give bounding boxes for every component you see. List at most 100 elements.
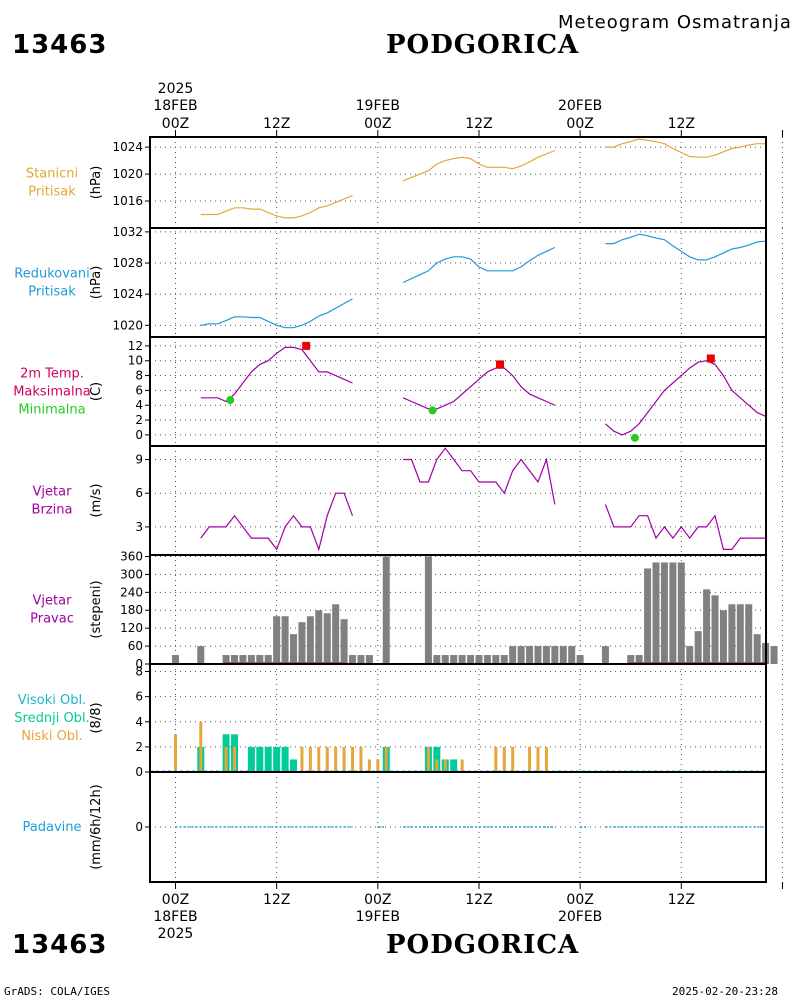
low-cloud-bar (494, 746, 498, 772)
low-cloud-bar (224, 746, 228, 772)
y-axis-label: (8/8) (89, 702, 104, 733)
wind-direction-bar (542, 646, 550, 664)
x-hour-label-top: 00Z (364, 116, 391, 132)
wind-direction-bar (231, 655, 239, 664)
wind-direction-bar (534, 646, 542, 664)
wind-direction-bar (736, 604, 744, 664)
wind-direction-bar (703, 589, 711, 664)
max-temp-marker (706, 354, 715, 363)
low-cloud-bar (502, 746, 506, 772)
wind-direction-bar (349, 655, 357, 664)
y-tick-label: 6 (135, 690, 143, 704)
wind-direction-bar (281, 616, 289, 664)
wind-direction-bar (500, 655, 508, 664)
grads-credit: GrADS: COLA/IGES (4, 985, 110, 998)
wind-direction-bar (247, 655, 255, 664)
wind-direction-bar (509, 646, 517, 664)
wind-direction-bar (222, 655, 230, 664)
y-tick-label: 6 (135, 383, 143, 397)
y-tick-label: 0 (135, 820, 143, 834)
low-cloud-bar (199, 721, 203, 772)
city-title: PODGORICA (386, 30, 580, 60)
wind-direction-bar (635, 655, 643, 664)
x-hour-label-top: 00Z (566, 116, 593, 132)
wind-direction-bar (669, 562, 677, 664)
wind-direction-bar (526, 646, 534, 664)
wind-direction-bar (711, 595, 719, 664)
meteogram-subtitle: Meteogram Osmatranja (558, 12, 792, 33)
wind-direction-bar (323, 613, 331, 664)
panel-label: Redukovani (14, 267, 89, 282)
mid-cloud-bar (264, 746, 272, 772)
series-line (605, 360, 766, 436)
mid-cloud-bar (281, 746, 289, 772)
low-cloud-bar (342, 746, 346, 772)
panel-wind_speed (145, 446, 783, 555)
y-tick-label: 240 (120, 585, 143, 599)
low-cloud-bar (325, 746, 329, 772)
panel-label: Pritisak (28, 285, 76, 300)
wind-direction-bar (492, 655, 500, 664)
series-line (403, 447, 556, 505)
wind-direction-bar (745, 604, 753, 664)
y-tick-label: 3 (135, 520, 143, 534)
wind-direction-bar (340, 619, 348, 664)
wind-direction-bar (424, 556, 432, 664)
wind-direction-bar (601, 646, 609, 664)
y-tick-label: 4 (135, 715, 143, 729)
x-hour-label-bottom: 00Z (566, 892, 593, 908)
y-tick-label: 1020 (112, 318, 143, 332)
panel-label: Srednji Obl. (14, 711, 89, 726)
x-date-label-top: 19FEB (356, 98, 400, 114)
wind-direction-bar (239, 655, 247, 664)
low-cloud-bar (443, 759, 447, 772)
y-tick-label: 1024 (112, 140, 143, 154)
wind-direction-bar (483, 655, 491, 664)
x-hour-label-bottom: 00Z (364, 892, 391, 908)
min-temp-marker (226, 396, 235, 405)
series-line (200, 298, 353, 329)
wind-direction-bar (365, 655, 373, 664)
wind-direction-bar (306, 616, 314, 664)
panel-precipitation (145, 772, 783, 882)
x-year-label-top: 2025 (158, 81, 194, 97)
y-tick-label: 9 (135, 452, 143, 466)
low-cloud-bar (528, 746, 532, 772)
panel-label: Vjetar (33, 485, 73, 500)
panel-label: Niski Obl. (21, 729, 83, 744)
low-cloud-bar (367, 759, 371, 772)
wind-direction-bar (315, 610, 323, 664)
footer-station-id: 13463 (12, 930, 108, 960)
wind-direction-bar (433, 655, 441, 664)
low-cloud-bar (334, 746, 338, 772)
x-hour-label-bottom: 00Z (162, 892, 189, 908)
low-cloud-bar (317, 746, 321, 772)
series-line (604, 504, 766, 551)
low-cloud-bar (511, 746, 515, 772)
panel-label: Brzina (32, 503, 73, 518)
panel-label: Visoki Obl. (18, 693, 86, 708)
wind-direction-bar (273, 616, 281, 664)
mid-cloud-bar (247, 746, 255, 772)
y-axis-label: (stepeni) (89, 580, 104, 638)
x-hour-label-top: 12Z (668, 116, 695, 132)
wind-direction-bar (298, 622, 306, 664)
panel-label: Pravac (30, 612, 74, 627)
y-tick-label: 10 (128, 354, 143, 368)
chart-frame (149, 136, 767, 883)
y-axis-label: (hPa) (89, 266, 104, 300)
x-date-label-top: 18FEB (153, 98, 197, 114)
wind-direction-bar (686, 646, 694, 664)
panel-cloud_cover (145, 664, 783, 773)
min-temp-marker (630, 433, 639, 442)
x-date-label-bottom: 19FEB (356, 909, 400, 925)
y-tick-label: 1024 (112, 287, 143, 301)
y-tick-label: 120 (120, 621, 143, 635)
panel-label: 2m Temp. (20, 367, 84, 382)
y-axis-label: (m/s) (89, 484, 104, 518)
max-temp-marker (302, 341, 311, 350)
panel-label: Minimalna (18, 403, 85, 418)
panel-label: Maksimalna (13, 385, 91, 400)
wind-direction-bar (290, 634, 298, 664)
wind-direction-bar (467, 655, 475, 664)
